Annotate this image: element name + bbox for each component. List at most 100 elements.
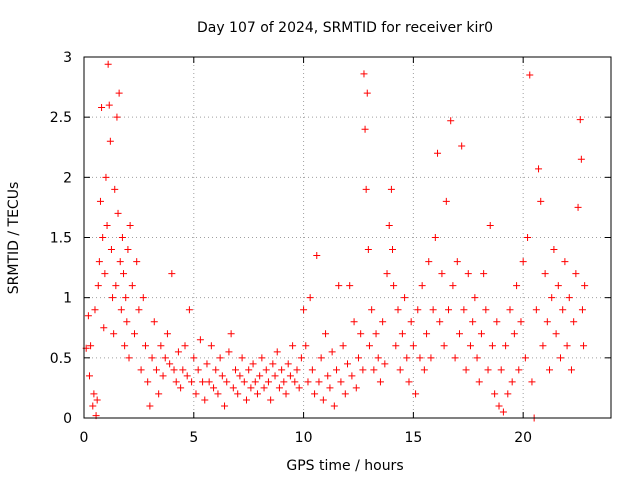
data-point (436, 318, 444, 326)
data-point (159, 372, 167, 380)
data-point (190, 354, 198, 362)
data-point (368, 306, 376, 314)
data-point (546, 366, 554, 374)
data-point (513, 282, 521, 290)
data-point (398, 330, 406, 338)
data-point (442, 197, 450, 205)
data-point (559, 306, 567, 314)
data-point (387, 185, 395, 193)
data-point (267, 396, 275, 404)
data-point (370, 366, 378, 374)
data-point (337, 378, 345, 386)
data-point (453, 258, 461, 266)
x-tick-label: 5 (189, 430, 198, 446)
data-point (517, 318, 525, 326)
data-point (218, 372, 226, 380)
data-point (98, 104, 106, 112)
data-point (360, 70, 368, 78)
data-point (227, 330, 235, 338)
data-point (131, 330, 139, 338)
data-point (556, 354, 564, 362)
data-point (392, 342, 400, 350)
data-point (385, 221, 393, 229)
data-point (352, 384, 360, 392)
data-point (251, 378, 259, 386)
data-point (339, 342, 347, 350)
data-point (473, 354, 481, 362)
data-point (245, 366, 253, 374)
data-point (181, 342, 189, 350)
data-point (348, 372, 356, 380)
data-point (484, 366, 492, 374)
data-point (216, 354, 224, 362)
data-point (123, 318, 131, 326)
data-point (115, 89, 123, 97)
data-point (196, 336, 204, 344)
data-point (434, 149, 442, 157)
data-point (322, 330, 330, 338)
data-point (403, 354, 411, 362)
data-point (502, 342, 510, 350)
data-point (319, 396, 327, 404)
data-point (183, 372, 191, 380)
data-point (242, 396, 250, 404)
data-point (381, 360, 389, 368)
chart-title: Day 107 of 2024, SRMTID for receiver kir… (197, 20, 493, 36)
data-point (563, 342, 571, 350)
data-point (504, 390, 512, 398)
data-point (497, 366, 505, 374)
data-point (84, 312, 92, 320)
data-point (326, 384, 334, 392)
data-point (125, 354, 133, 362)
data-point (295, 384, 303, 392)
data-point (409, 342, 417, 350)
data-point (401, 294, 409, 302)
data-point (361, 125, 369, 133)
data-point (286, 372, 294, 380)
data-point (116, 258, 124, 266)
data-point (365, 342, 373, 350)
y-tick-label: 2.5 (50, 110, 72, 126)
tick-labels: 0 5 10 15 20 0 0.5 1 1.5 2 2.5 3 (50, 50, 532, 446)
data-point (552, 330, 560, 338)
data-point (236, 372, 244, 380)
data-point (150, 318, 158, 326)
data-point (548, 294, 556, 302)
data-point (372, 330, 380, 338)
data-point (537, 197, 545, 205)
data-point (221, 402, 229, 410)
data-point (362, 185, 370, 193)
data-point (464, 270, 472, 278)
data-point (280, 378, 288, 386)
x-axis-label: GPS time / hours (286, 458, 403, 474)
data-point (510, 330, 518, 338)
data-point (282, 390, 290, 398)
data-point (412, 390, 420, 398)
data-point (114, 209, 122, 217)
data-point (194, 366, 202, 374)
data-point (535, 165, 543, 173)
data-point (447, 117, 455, 125)
data-point (247, 384, 255, 392)
data-point (427, 354, 435, 362)
data-point (152, 366, 160, 374)
data-point (96, 197, 104, 205)
data-point (174, 348, 182, 356)
data-point (214, 390, 222, 398)
data-point (383, 270, 391, 278)
data-point (238, 354, 246, 362)
data-point (203, 360, 211, 368)
data-point (455, 330, 463, 338)
data-point (499, 408, 507, 416)
data-point (416, 354, 424, 362)
data-point (488, 342, 496, 350)
data-point (407, 318, 415, 326)
data-point (297, 354, 305, 362)
x-tick-label: 15 (404, 430, 422, 446)
data-point (102, 173, 110, 181)
data-point (396, 366, 404, 374)
data-point (328, 348, 336, 356)
data-point (201, 396, 209, 404)
data-point (122, 294, 130, 302)
data-point (179, 366, 187, 374)
